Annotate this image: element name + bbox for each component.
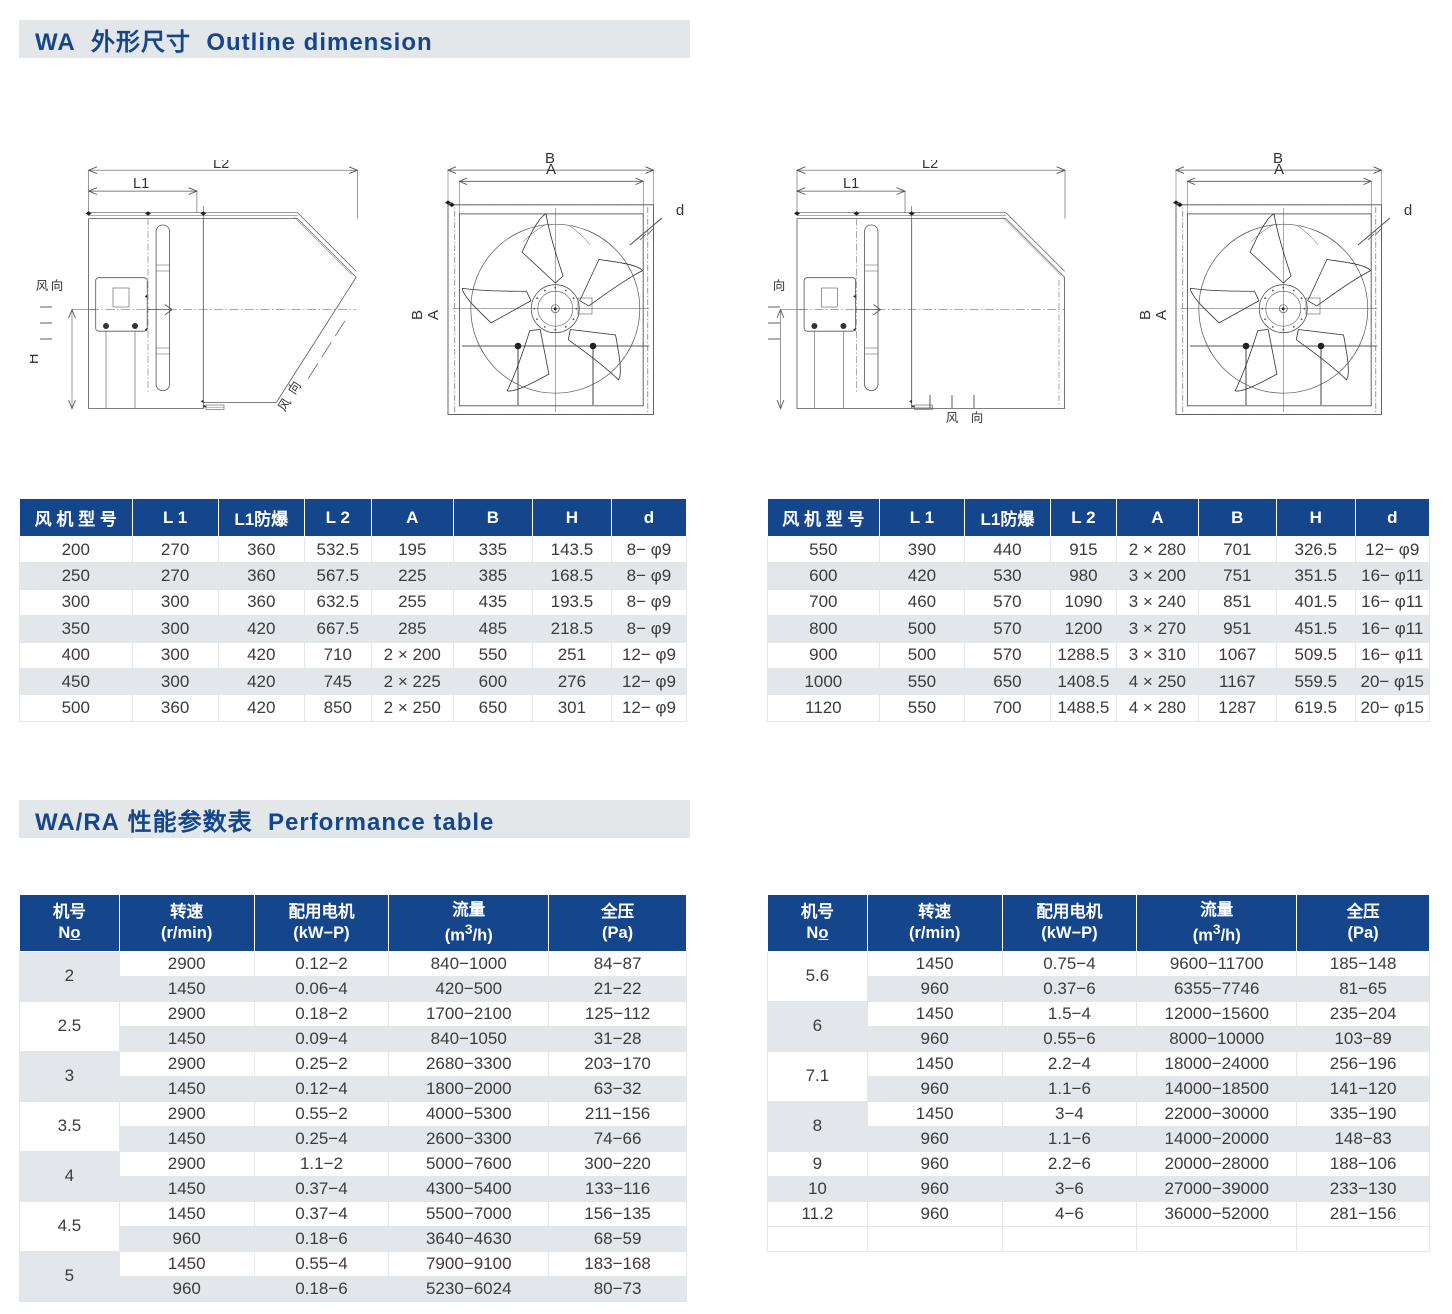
svg-text:风: 风 (36, 279, 49, 293)
svg-text:风: 风 (275, 395, 294, 414)
svg-text:L2: L2 (213, 160, 229, 172)
svg-text:A: A (546, 161, 556, 178)
svg-text:H: H (30, 354, 42, 364)
svg-text:L2: L2 (922, 160, 938, 172)
svg-text:B: B (1137, 310, 1154, 320)
svg-text:L1: L1 (133, 176, 149, 192)
svg-text:L1: L1 (843, 176, 859, 192)
svg-text:d: d (1404, 202, 1412, 219)
svg-text:向: 向 (285, 378, 304, 397)
svg-text:A: A (1153, 310, 1170, 320)
svg-text:A: A (1274, 161, 1284, 178)
svg-text:A: A (425, 310, 442, 320)
svg-text:d: d (676, 202, 684, 219)
svg-text:向: 向 (971, 410, 984, 425)
svg-text:向: 向 (51, 278, 64, 293)
svg-text:风: 风 (946, 411, 959, 425)
svg-text:B: B (409, 310, 426, 320)
svg-text:向: 向 (773, 278, 786, 293)
svg-text:H: H (767, 354, 769, 364)
